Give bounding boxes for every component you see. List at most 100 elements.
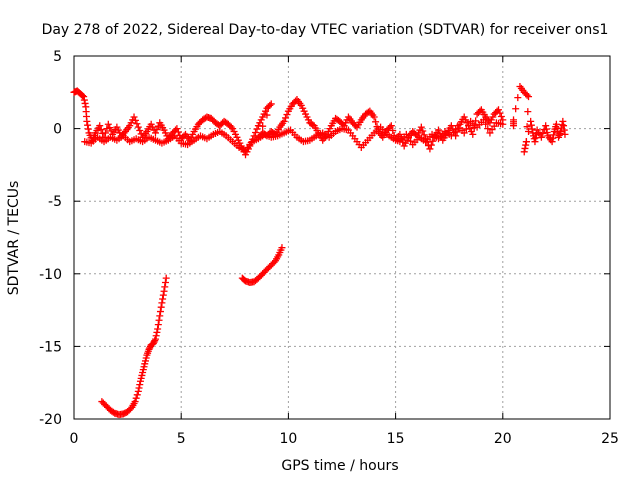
data-point <box>133 391 141 399</box>
data-point <box>370 113 378 121</box>
data-point <box>134 387 142 395</box>
data-point <box>522 141 530 149</box>
data-point <box>161 283 169 291</box>
data-point <box>79 92 87 100</box>
y-tick-labels: -20 -15 -10 -5 0 5 <box>39 49 62 428</box>
data-point <box>132 394 140 402</box>
data-point <box>282 114 290 122</box>
x-tick-label: 5 <box>177 431 186 447</box>
data-point <box>133 120 141 128</box>
data-point <box>389 127 397 135</box>
data-point <box>158 299 166 307</box>
data-point <box>537 133 545 141</box>
data-marks <box>70 82 569 419</box>
data-point <box>548 138 556 146</box>
data-point <box>174 128 182 136</box>
data-point <box>521 144 529 152</box>
data-point <box>525 93 533 101</box>
x-tick-label: 0 <box>70 431 79 447</box>
data-point <box>83 117 91 125</box>
data-point <box>81 99 89 107</box>
data-point <box>523 91 531 99</box>
data-point <box>482 120 490 128</box>
data-point <box>542 125 550 133</box>
data-point <box>154 321 162 329</box>
data-point <box>156 312 164 320</box>
x-tick-label: 10 <box>279 431 297 447</box>
data-point <box>160 287 168 295</box>
data-point <box>97 126 105 134</box>
y-axis-label: SDTVAR / TECUs <box>6 181 22 296</box>
data-point <box>159 291 167 299</box>
y-tick-label: 0 <box>53 122 62 138</box>
data-point <box>101 129 109 137</box>
data-point <box>497 113 505 120</box>
data-point <box>156 308 164 316</box>
data-point <box>524 108 532 116</box>
data-point <box>419 127 427 135</box>
data-point <box>372 118 380 126</box>
y-tick-label: 5 <box>53 49 62 65</box>
data-point <box>131 116 139 124</box>
data-point <box>514 94 522 102</box>
data-point <box>420 131 428 139</box>
data-point <box>484 125 492 133</box>
data-point <box>539 129 547 137</box>
data-point <box>162 274 170 282</box>
x-tick-label: 25 <box>601 431 619 447</box>
data-point <box>434 126 442 134</box>
data-point <box>496 109 504 117</box>
data-point <box>161 279 169 287</box>
data-point <box>469 130 477 138</box>
data-point <box>520 148 528 156</box>
data-point <box>136 381 144 389</box>
data-point <box>96 122 104 130</box>
data-point <box>84 125 92 133</box>
data-point <box>560 126 568 134</box>
y-tick-label: -10 <box>39 267 62 283</box>
data-point <box>106 124 114 132</box>
data-point <box>480 116 488 124</box>
x-tick-label: 20 <box>494 431 512 447</box>
plot-frame <box>73 55 611 420</box>
data-point <box>447 122 455 130</box>
data-point <box>252 128 260 136</box>
y-tick-label: -20 <box>39 412 62 428</box>
data-point <box>462 125 470 133</box>
data-point <box>527 121 535 129</box>
data-point <box>159 295 167 303</box>
data-point <box>283 111 291 119</box>
x-tick-labels: 0 5 10 15 20 25 <box>70 431 619 447</box>
data-point <box>426 145 434 153</box>
data-point <box>499 120 507 128</box>
data-point <box>427 141 435 149</box>
data-point <box>396 130 404 138</box>
chart-title: Day 278 of 2022, Sidereal Day-to-day VTE… <box>42 22 609 38</box>
data-point <box>531 138 539 146</box>
data-point <box>429 137 437 145</box>
grid-lines <box>74 56 610 419</box>
data-point <box>495 106 503 114</box>
series-late-cluster <box>510 82 569 156</box>
data-point <box>522 138 530 146</box>
data-point <box>153 126 161 134</box>
data-point <box>559 117 567 125</box>
data-point <box>278 244 286 252</box>
data-point <box>151 335 159 343</box>
data-point <box>151 129 159 137</box>
data-point <box>549 134 557 142</box>
data-point <box>280 117 288 125</box>
data-point <box>80 96 88 104</box>
data-point <box>134 123 142 131</box>
data-point <box>155 316 163 324</box>
data-point <box>560 122 568 130</box>
data-point <box>131 398 139 406</box>
data-point <box>151 337 159 345</box>
data-point <box>523 123 531 131</box>
data-point <box>543 128 551 136</box>
series-low-arc-1 <box>98 274 170 419</box>
data-point <box>417 123 425 131</box>
data-point <box>510 116 518 124</box>
axis-ticks <box>73 55 611 420</box>
